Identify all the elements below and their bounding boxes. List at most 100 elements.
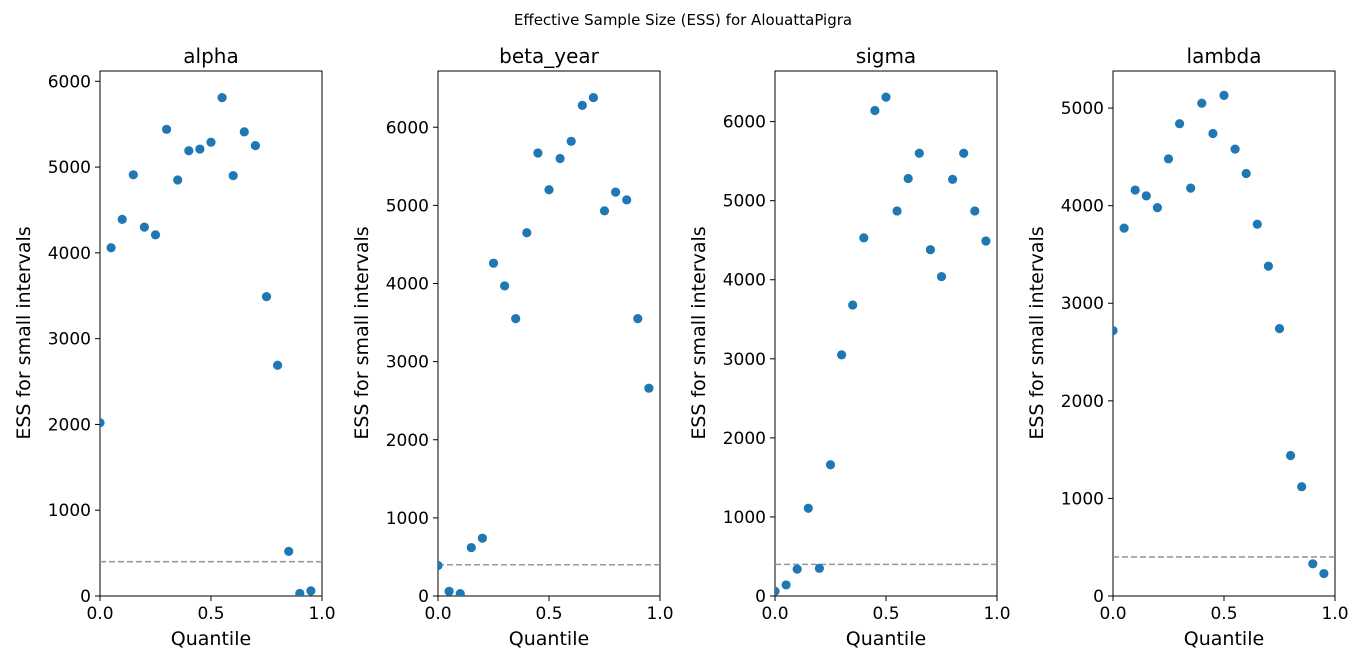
y-axis-label: ESS for small intervals xyxy=(13,226,35,439)
data-point xyxy=(970,206,980,216)
data-point xyxy=(206,137,216,147)
data-point xyxy=(295,588,305,596)
data-point xyxy=(859,233,869,243)
y-axis-label: ESS for small intervals xyxy=(351,226,373,439)
data-point xyxy=(438,560,443,571)
data-point xyxy=(228,171,238,181)
y-tick-label: 4000 xyxy=(723,271,766,291)
y-tick-label: 2000 xyxy=(386,431,429,451)
x-tick-label: 0.0 xyxy=(1099,604,1126,624)
data-point xyxy=(544,185,554,195)
data-point xyxy=(1152,203,1162,213)
y-tick-label: 3000 xyxy=(386,353,429,373)
data-point xyxy=(1230,144,1240,154)
y-tick-label: 5000 xyxy=(386,196,429,216)
data-point xyxy=(117,214,127,225)
data-point xyxy=(781,580,791,590)
data-point xyxy=(588,92,599,103)
data-point xyxy=(848,300,858,310)
x-axis-label: Quantile xyxy=(1184,628,1264,650)
data-point xyxy=(1274,324,1285,334)
scatter-points xyxy=(775,92,991,596)
scatter-points xyxy=(438,92,654,596)
y-tick-label: 1000 xyxy=(1061,489,1104,509)
data-point xyxy=(881,92,891,102)
y-tick-label: 6000 xyxy=(48,72,91,92)
scatter-points xyxy=(100,92,316,596)
data-point xyxy=(1197,98,1207,108)
panel-title: alpha xyxy=(183,44,238,68)
data-point xyxy=(1286,450,1296,461)
y-tick-label: 3000 xyxy=(1061,294,1104,314)
data-point xyxy=(250,141,260,151)
axes-frame xyxy=(1112,70,1336,597)
x-tick-label: 0.0 xyxy=(761,604,788,624)
x-tick-label: 1.0 xyxy=(646,604,673,624)
data-point xyxy=(892,206,902,216)
data-point xyxy=(981,236,991,246)
data-point xyxy=(555,153,565,164)
data-point xyxy=(162,124,172,134)
y-tick-label: 1000 xyxy=(386,509,429,529)
data-point xyxy=(150,230,161,240)
data-point xyxy=(814,563,825,573)
y-tick-label: 6000 xyxy=(386,118,429,138)
panel-title: beta_year xyxy=(499,44,599,68)
y-tick-label: 4000 xyxy=(48,244,91,264)
x-axis-label: Quantile xyxy=(846,628,926,650)
data-point xyxy=(1130,185,1140,195)
y-tick-label: 4000 xyxy=(1061,197,1104,217)
data-point xyxy=(903,173,913,184)
x-tick-label: 0.5 xyxy=(197,604,224,624)
panel-beta-year: beta_year 0 1000 2000 3000 4000 5000 6000 0.0 0.… xyxy=(351,44,674,650)
data-point xyxy=(633,314,643,324)
y-tick-label: 2000 xyxy=(723,429,766,449)
y-tick-label: 4000 xyxy=(386,275,429,295)
panel-alpha: alpha 0 1000 2000 3000 4000 5000 6000 0.0 0.5 1.0… xyxy=(13,44,336,650)
data-point xyxy=(1219,90,1229,100)
y-tick-label: 5000 xyxy=(1061,99,1104,119)
y-tick-label: 2000 xyxy=(1061,392,1104,412)
data-point xyxy=(611,187,621,197)
data-point xyxy=(1208,128,1218,139)
data-point xyxy=(825,460,836,470)
data-point xyxy=(284,546,294,556)
data-point xyxy=(217,92,227,103)
data-point xyxy=(914,148,924,158)
panel-lambda: lambda 0 1000 2000 3000 4000 5000 0.0 0.5 1.0 Qu… xyxy=(1026,44,1349,650)
x-tick-label: 1.0 xyxy=(1321,604,1348,624)
axes-frame xyxy=(437,70,661,597)
y-tick-label: 5000 xyxy=(48,158,91,178)
data-point xyxy=(936,271,947,282)
x-tick-label: 0.0 xyxy=(86,604,113,624)
data-point xyxy=(173,175,183,185)
data-point xyxy=(128,170,138,180)
data-point xyxy=(533,148,543,158)
data-point xyxy=(566,136,576,146)
data-point xyxy=(959,148,969,158)
data-point xyxy=(803,503,813,513)
data-point xyxy=(925,245,936,255)
y-tick-label: 2000 xyxy=(48,415,91,435)
y-tick-label: 5000 xyxy=(723,192,766,212)
data-point xyxy=(1319,568,1329,579)
data-point xyxy=(306,586,316,596)
data-point xyxy=(1119,223,1129,233)
data-point xyxy=(466,542,476,553)
panel-title: sigma xyxy=(856,44,916,68)
x-tick-label: 1.0 xyxy=(308,604,335,624)
y-tick-label: 6000 xyxy=(723,113,766,133)
data-point xyxy=(1263,261,1273,271)
data-point xyxy=(644,383,654,393)
y-tick-label: 1000 xyxy=(48,501,91,521)
data-point xyxy=(775,586,780,596)
x-tick-label: 1.0 xyxy=(983,604,1010,624)
data-point xyxy=(1308,559,1318,569)
data-point xyxy=(1186,183,1196,193)
x-axis-label: Quantile xyxy=(509,628,589,650)
data-point xyxy=(106,243,116,253)
data-point xyxy=(1241,168,1251,179)
y-tick-label: 1000 xyxy=(723,508,766,528)
data-point xyxy=(522,228,532,238)
